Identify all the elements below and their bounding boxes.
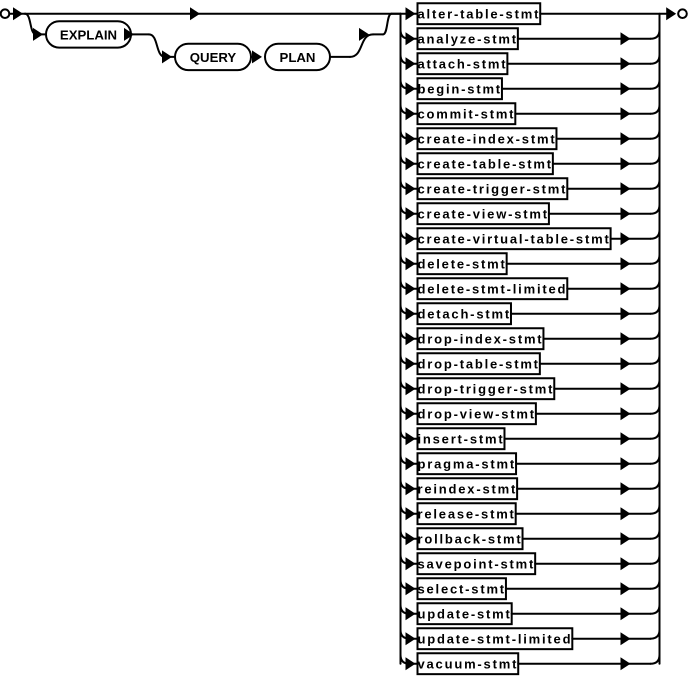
svg-text:drop-table-stmt: drop-table-stmt: [417, 357, 539, 372]
svg-text:begin-stmt: begin-stmt: [418, 82, 502, 97]
svg-text:create-virtual-table-stmt: create-virtual-table-stmt: [417, 232, 610, 247]
svg-text:drop-view-stmt: drop-view-stmt: [418, 407, 536, 422]
svg-text:detach-stmt: detach-stmt: [417, 307, 510, 322]
svg-text:PLAN: PLAN: [280, 50, 316, 65]
svg-text:analyze-stmt: analyze-stmt: [418, 32, 518, 47]
svg-text:update-stmt: update-stmt: [417, 607, 511, 622]
svg-text:EXPLAIN: EXPLAIN: [60, 27, 117, 42]
svg-text:pragma-stmt: pragma-stmt: [417, 457, 516, 472]
svg-text:savepoint-stmt: savepoint-stmt: [418, 557, 536, 572]
svg-text:create-index-stmt: create-index-stmt: [417, 132, 556, 147]
svg-text:delete-stmt: delete-stmt: [418, 257, 507, 272]
svg-text:rollback-stmt: rollback-stmt: [418, 532, 523, 547]
svg-text:insert-stmt: insert-stmt: [417, 432, 504, 447]
svg-text:reindex-stmt: reindex-stmt: [417, 482, 517, 497]
svg-text:drop-trigger-stmt: drop-trigger-stmt: [417, 382, 554, 397]
svg-text:QUERY: QUERY: [190, 50, 237, 65]
svg-text:vacuum-stmt: vacuum-stmt: [418, 657, 519, 672]
svg-text:commit-stmt: commit-stmt: [418, 107, 516, 122]
svg-text:create-view-stmt: create-view-stmt: [417, 207, 548, 222]
svg-text:alter-table-stmt: alter-table-stmt: [418, 7, 541, 22]
svg-text:delete-stmt-limited: delete-stmt-limited: [417, 282, 567, 297]
svg-text:create-table-stmt: create-table-stmt: [418, 157, 553, 172]
svg-text:attach-stmt: attach-stmt: [418, 57, 508, 72]
svg-text:drop-index-stmt: drop-index-stmt: [418, 332, 544, 347]
svg-text:release-stmt: release-stmt: [417, 507, 515, 522]
svg-text:select-stmt: select-stmt: [418, 582, 506, 597]
svg-text:create-trigger-stmt: create-trigger-stmt: [418, 182, 568, 197]
svg-text:update-stmt-limited: update-stmt-limited: [418, 632, 573, 647]
